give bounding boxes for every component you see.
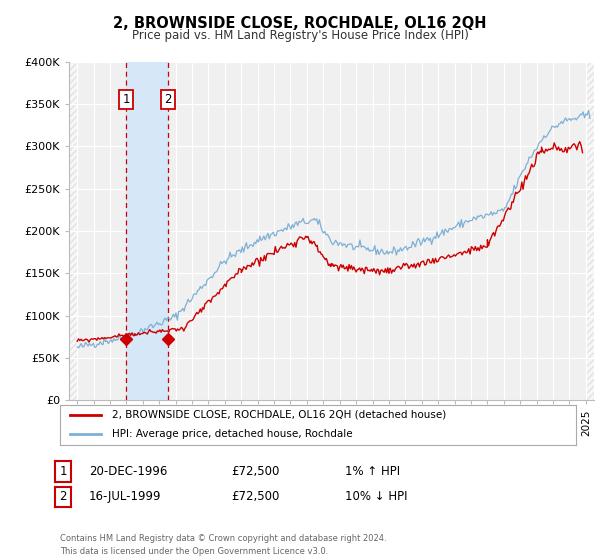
Text: £72,500: £72,500 (231, 490, 280, 503)
Bar (126, 62, 168, 400)
Text: £72,500: £72,500 (231, 465, 280, 478)
Text: 1: 1 (59, 465, 67, 478)
Text: Price paid vs. HM Land Registry's House Price Index (HPI): Price paid vs. HM Land Registry's House … (131, 29, 469, 42)
Text: 2, BROWNSIDE CLOSE, ROCHDALE, OL16 2QH: 2, BROWNSIDE CLOSE, ROCHDALE, OL16 2QH (113, 16, 487, 31)
Text: 2, BROWNSIDE CLOSE, ROCHDALE, OL16 2QH (detached house): 2, BROWNSIDE CLOSE, ROCHDALE, OL16 2QH (… (112, 410, 446, 420)
Text: 20-DEC-1996: 20-DEC-1996 (89, 465, 167, 478)
Text: Contains HM Land Registry data © Crown copyright and database right 2024.
This d: Contains HM Land Registry data © Crown c… (60, 534, 386, 556)
Text: 2: 2 (59, 490, 67, 503)
Text: 16-JUL-1999: 16-JUL-1999 (89, 490, 161, 503)
Text: 10% ↓ HPI: 10% ↓ HPI (345, 490, 407, 503)
Text: 2: 2 (164, 93, 172, 106)
Text: 1: 1 (122, 93, 130, 106)
Text: 1% ↑ HPI: 1% ↑ HPI (345, 465, 400, 478)
Text: HPI: Average price, detached house, Rochdale: HPI: Average price, detached house, Roch… (112, 429, 352, 439)
